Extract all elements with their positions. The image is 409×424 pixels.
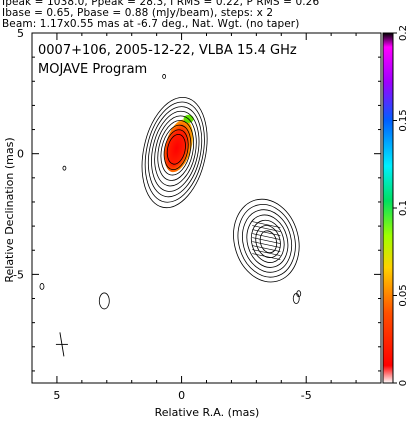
colorbar: 0 0.05 0.1 0.15 0.2 — [382, 25, 409, 386]
colorbar-tick-label: 0 — [398, 380, 409, 386]
colorbar-tick-label: 0.1 — [398, 200, 409, 216]
x-ticks: 5 0 -5 — [31, 33, 382, 402]
image-contour-fill — [252, 233, 281, 240]
y-tick-label: 5 — [17, 27, 24, 40]
image-contour — [259, 230, 278, 254]
x-tick-label: 5 — [53, 389, 60, 402]
y-ticks: 5 0 -5 — [13, 27, 381, 372]
noise-contour — [98, 292, 110, 310]
noise-contour — [292, 293, 300, 304]
image-contour — [246, 214, 289, 268]
image-contour-fill — [252, 253, 281, 260]
noise-contour — [296, 290, 302, 298]
header-base-steps: Ibase = 0.65, Pbase = 0.88 (mJy/beam), s… — [2, 7, 274, 19]
colorbar-gradient — [382, 32, 394, 384]
core-contour — [144, 101, 205, 203]
plot-area: 5 0 -5 5 0 -5 0007+106, 2005-12-22, VLBA 15.… — [3, 27, 382, 419]
image-contour — [237, 204, 296, 278]
core-contour — [151, 110, 200, 192]
core-polarized-region — [164, 119, 193, 173]
image-contour — [250, 219, 285, 263]
plot-frame — [31, 32, 382, 384]
image-contour-fill — [252, 229, 281, 236]
chart-title: 0007+106, 2005-12-22, VLBA 15.4 GHz — [38, 43, 297, 58]
colorbar-tick-label: 0.2 — [398, 25, 409, 41]
image-contour-fill — [252, 221, 281, 228]
colorbar-tick-label: 0.05 — [398, 284, 409, 306]
chart-subtitle: MOJAVE Program — [38, 62, 147, 77]
image-contour-fill — [252, 237, 281, 244]
noise-contour — [162, 74, 167, 79]
x-axis-label: Relative R.A. (mas) — [155, 406, 260, 419]
image-contour-fill — [252, 241, 281, 248]
image-contour-fill — [252, 225, 281, 232]
colorbar-tick-label: 0.15 — [398, 109, 409, 131]
colorbar-ticks: 0 0.05 0.1 0.15 0.2 — [393, 25, 409, 386]
core-contour — [154, 115, 197, 187]
core-contour — [166, 133, 186, 165]
y-axis-label: Relative Declination (mas) — [3, 137, 16, 282]
beam-ellipse — [55, 332, 68, 357]
y-tick-label: 0 — [17, 148, 24, 161]
image-contour — [242, 209, 293, 273]
noise-contour — [62, 165, 67, 171]
contour-lines — [141, 96, 300, 283]
core-contour — [141, 96, 208, 209]
noise-contour — [39, 283, 45, 290]
image-contour-fill — [252, 249, 281, 256]
noise-contours — [22, 74, 302, 310]
core-contour — [147, 106, 203, 198]
core-contour — [163, 129, 189, 171]
core-contour — [160, 124, 192, 176]
core-contour — [157, 120, 194, 181]
image-contour — [255, 225, 281, 259]
x-tick-label: -5 — [301, 389, 312, 402]
noise-contour — [22, 196, 28, 208]
x-tick-label: 0 — [178, 389, 185, 402]
image-contour — [233, 198, 300, 283]
image-contour-fill — [252, 245, 281, 252]
y-tick-label: -5 — [13, 268, 24, 281]
header-beam: Beam: 1.17x0.55 mas at -6.7 deg., Nat. W… — [2, 18, 300, 30]
header-peak-rms: Ipeak = 1038.0, Ppeak = 28.3, I RMS = 0.… — [2, 0, 320, 8]
